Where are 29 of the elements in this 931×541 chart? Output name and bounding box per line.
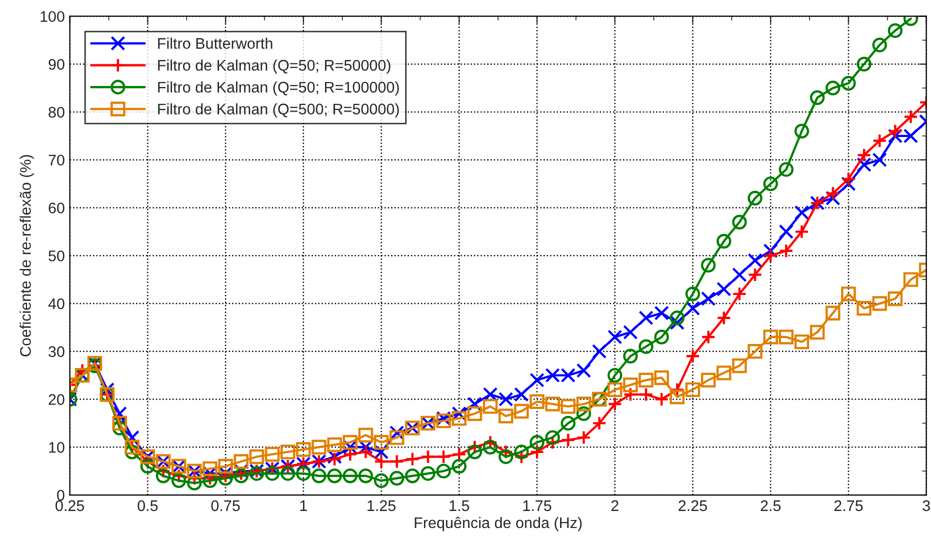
y-tick-label: 80	[48, 106, 64, 118]
x-tick-label: 1.25	[368, 500, 396, 512]
x-tick-label: 0.75	[211, 500, 240, 512]
y-tick-label: 40	[48, 298, 64, 310]
x-tick-label: 0.25	[56, 500, 84, 512]
y-tick-label: 30	[48, 346, 64, 358]
x-tick-label: 1.75	[523, 500, 552, 512]
x-tick-label: 1.5	[450, 500, 470, 512]
x-tick-label: 2.75	[834, 500, 863, 512]
x-tick-label: 2.25	[678, 500, 707, 512]
y-tick-label: 100	[40, 11, 64, 22]
y-tick-label: 20	[48, 394, 64, 405]
legend-label: Filtro de Kalman (Q=500; R=50000)	[158, 103, 399, 118]
x-axis-title: Frequência de onda (Hz)	[414, 516, 582, 532]
legend-label: Filtro de Kalman (Q=50; R=100000)	[158, 81, 399, 96]
y-tick-label: 90	[48, 58, 64, 70]
x-tick-label: 2.5	[760, 500, 781, 512]
y-axis-title: Coeficiente de re-reflexão (%)	[20, 155, 34, 356]
legend-label: Filtro Butterworth	[158, 38, 272, 49]
y-tick-label: 50	[48, 250, 64, 262]
y-tick-label: 0	[57, 490, 64, 501]
x-tick-label: 0.5	[138, 500, 158, 512]
y-tick-label: 10	[49, 442, 64, 453]
x-tick-label: 3	[922, 500, 930, 512]
x-tick-label: 1	[300, 500, 307, 511]
legend-label: Filtro de Kalman (Q=50; R=50000)	[158, 60, 390, 74]
x-tick-label: 2	[611, 500, 618, 511]
y-tick-label: 60	[48, 202, 64, 214]
y-tick-label: 70	[48, 154, 64, 166]
